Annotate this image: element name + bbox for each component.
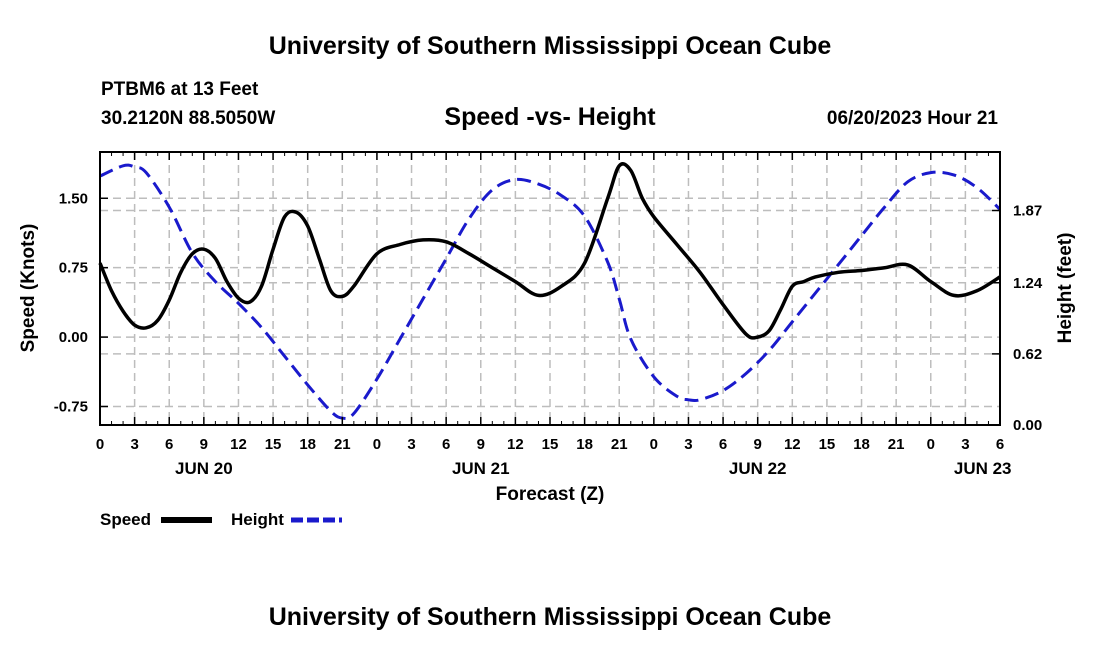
x-tick-label: 12 xyxy=(784,436,801,453)
x-tick-label: 3 xyxy=(961,436,969,453)
x-tick-label: 9 xyxy=(200,436,208,453)
y-left-tick-label: 1.50 xyxy=(59,190,88,207)
day-label: JUN 22 xyxy=(729,459,787,478)
x-tick-label: 12 xyxy=(507,436,524,453)
x-axis-label: Forecast (Z) xyxy=(496,484,605,505)
x-tick-label: 6 xyxy=(165,436,173,453)
x-tick-label: 3 xyxy=(407,436,415,453)
forecast-datetime: 06/20/2023 Hour 21 xyxy=(827,108,999,129)
x-tick-label: 15 xyxy=(542,436,559,453)
x-tick-label: 3 xyxy=(684,436,692,453)
axes: 0 3 6 9 12 15 18 21 0 3 6 9 12 15 18 21 0 3 6 9 12 15 18 21 0 3 6J… xyxy=(54,151,1043,478)
footer-title: University of Southern Mississippi Ocean… xyxy=(269,603,832,631)
y-right-tick-label: 1.87 xyxy=(1013,203,1042,220)
x-tick-label: 0 xyxy=(373,436,381,453)
x-tick-label: 0 xyxy=(927,436,935,453)
x-tick-label: 15 xyxy=(819,436,836,453)
x-tick-label: 18 xyxy=(299,436,316,453)
y-left-tick-label: -0.75 xyxy=(54,398,88,415)
x-tick-label: 15 xyxy=(265,436,282,453)
y-left-tick-label: 0.75 xyxy=(59,260,88,277)
x-tick-label: 21 xyxy=(611,436,628,453)
series-line-speed xyxy=(98,162,1001,340)
x-tick-label: 3 xyxy=(130,436,138,453)
x-tick-label: 6 xyxy=(719,436,727,453)
legend-label-speed: Speed xyxy=(100,510,151,529)
y-left-tick-label: 0.00 xyxy=(59,329,88,346)
page-title: University of Southern Mississippi Ocean… xyxy=(269,32,832,60)
series-line-height xyxy=(99,163,1002,421)
x-tick-label: 0 xyxy=(650,436,658,453)
x-tick-label: 18 xyxy=(853,436,870,453)
series-layer xyxy=(98,162,1002,421)
x-tick-label: 0 xyxy=(96,436,104,453)
location-label: 30.2120N 88.5050W xyxy=(101,108,275,129)
y-right-tick-label: 0.00 xyxy=(1013,417,1042,434)
legend: Speed Height xyxy=(100,510,342,529)
legend-label-height: Height xyxy=(231,510,284,529)
x-tick-label: 18 xyxy=(576,436,593,453)
x-tick-label: 9 xyxy=(477,436,485,453)
y-right-tick-label: 0.62 xyxy=(1013,346,1042,363)
y-right-tick-label: 1.24 xyxy=(1013,275,1043,292)
day-label: JUN 23 xyxy=(954,459,1012,478)
grid xyxy=(100,152,1000,425)
day-label: JUN 20 xyxy=(175,459,233,478)
x-tick-label: 21 xyxy=(888,436,905,453)
station-label: PTBM6 at 13 Feet xyxy=(101,79,259,100)
x-tick-label: 9 xyxy=(754,436,762,453)
day-label: JUN 21 xyxy=(452,459,510,478)
x-tick-label: 12 xyxy=(230,436,247,453)
y-axis-label-right: Height (feet) xyxy=(1055,233,1076,344)
y-axis-label-left: Speed (Knots) xyxy=(18,224,39,353)
chart-subtitle: Speed -vs- Height xyxy=(444,103,656,131)
x-tick-label: 21 xyxy=(334,436,351,453)
x-tick-label: 6 xyxy=(996,436,1004,453)
x-tick-label: 6 xyxy=(442,436,450,453)
